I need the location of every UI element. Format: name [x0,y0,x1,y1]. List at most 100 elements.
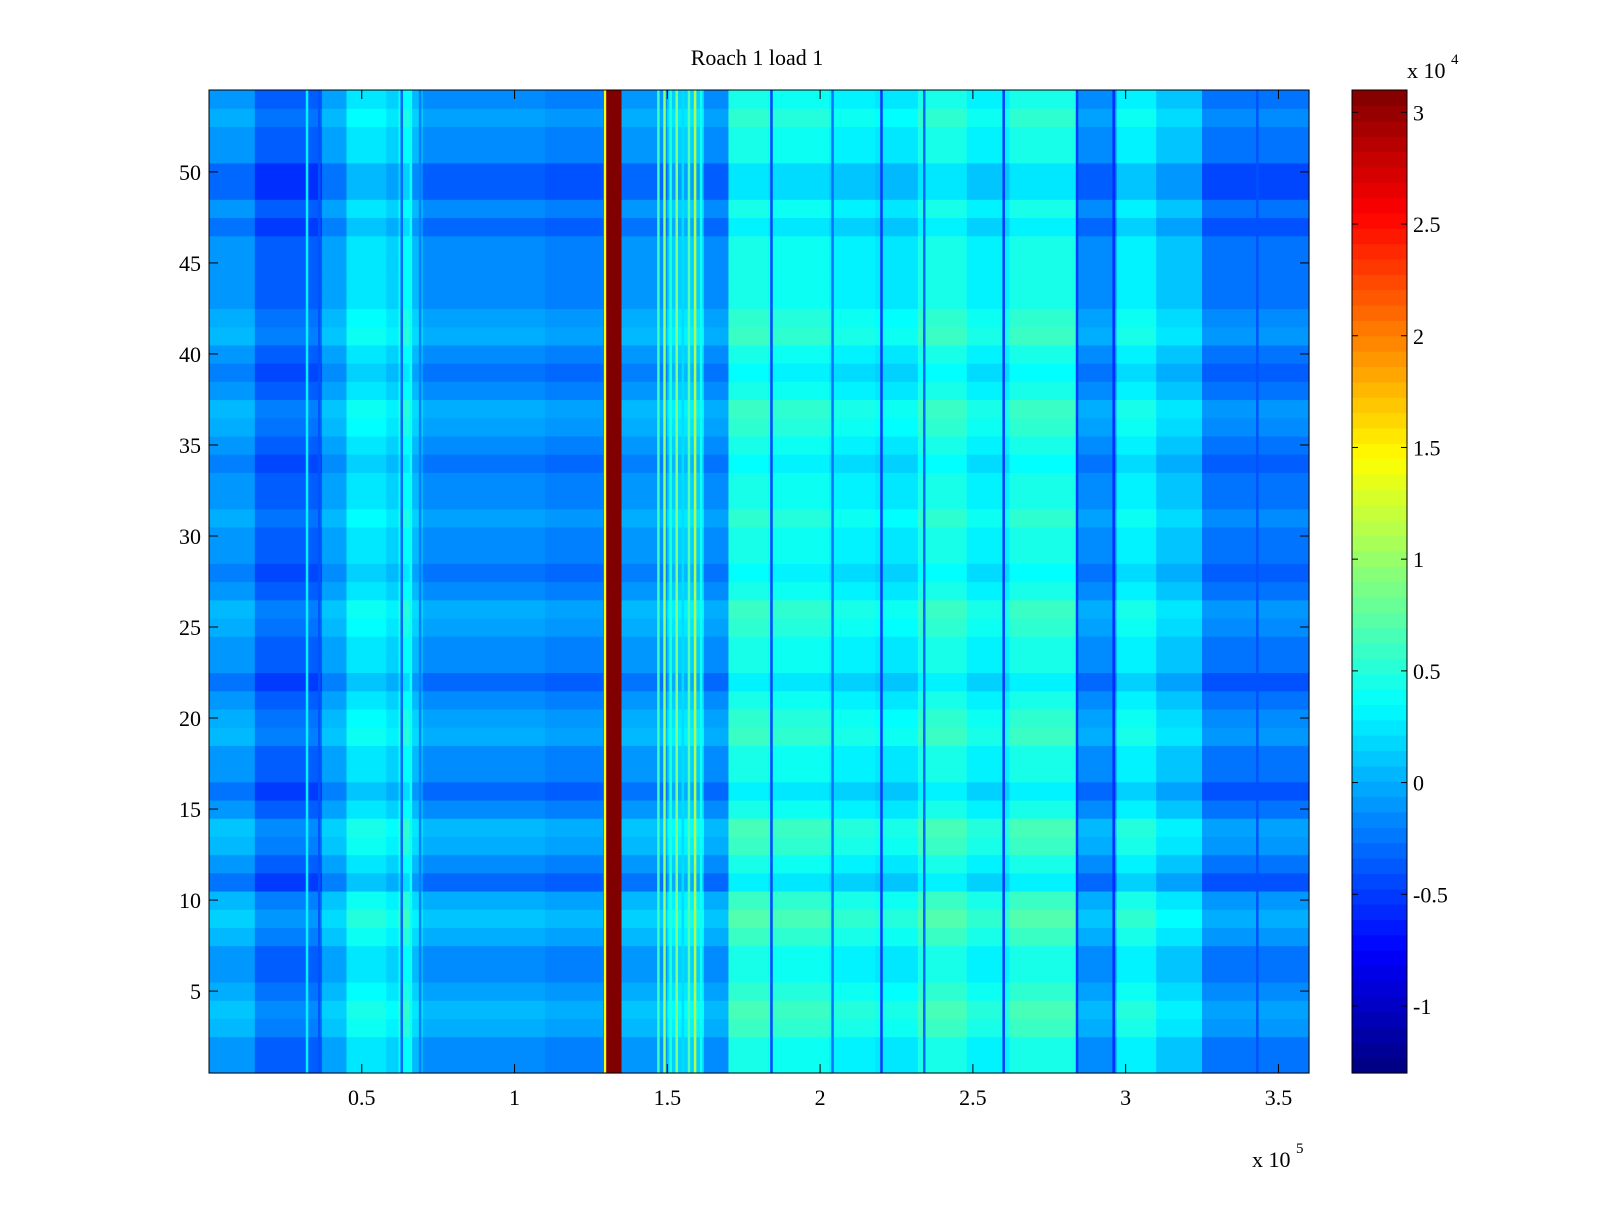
heatmap-cell [386,927,400,947]
heatmap-cell [254,435,323,455]
heatmap-cell [1202,344,1310,364]
heatmap-cell [1009,181,1078,200]
heatmap-cell [875,890,919,910]
heatmap-cell [875,581,919,601]
y-tick-label: 40 [179,342,201,367]
heatmap-cell [966,326,1011,346]
heatmap-cell [728,563,769,583]
heatmap-cell [875,872,919,892]
heatmap-cell [322,162,348,182]
heatmap-cell [829,381,876,401]
heatmap-cell [1076,253,1118,273]
heatmap-cell [1202,1000,1310,1019]
heatmap-cell [917,199,968,219]
heatmap-cell [1202,927,1310,947]
heatmap-cell [209,381,256,401]
heatmap-cell [1009,617,1078,637]
heatmap-cell [254,508,323,528]
heatmap-cell [917,727,968,746]
heatmap-cell [768,981,830,1001]
heatmap-cell [398,690,412,710]
heatmap-cell [603,818,623,837]
colorbar-step [1352,228,1407,245]
colorbar-step [1352,934,1407,951]
heatmap-cell [621,654,668,674]
heatmap-cell [545,745,604,765]
heatmap-cell [704,599,730,619]
heatmap-cell [667,90,705,109]
heatmap-cell [667,344,705,364]
heatmap-cell [728,490,769,510]
heatmap-cell [917,1054,968,1074]
heatmap-cell [386,290,400,310]
heatmap-cell [1116,690,1157,710]
heatmap-cell [621,235,668,255]
heatmap-cell [621,599,668,619]
colorbar-step [1352,781,1407,798]
heatmap-cell [398,399,412,419]
heatmap-cell [704,108,730,127]
heatmap-cell [917,636,968,655]
heatmap-cell [1076,636,1118,655]
heatmap-cell [728,836,769,856]
heatmap-cell [667,545,705,564]
heatmap-cell [398,363,412,382]
heatmap-cell [1076,890,1118,910]
heatmap-cell [728,199,769,219]
heatmap-cell [545,690,604,710]
heatmap-cell [1116,563,1157,583]
heatmap-cell [386,344,400,364]
heatmap-cell [1202,581,1310,601]
heatmap-cell [704,253,730,273]
heatmap-cell [1076,981,1118,1001]
heatmap-cell [1116,890,1157,910]
heatmap-cell [603,890,623,910]
heatmap-cell [209,454,256,473]
heatmap-cell [398,818,412,837]
heatmap-stripe [305,90,309,1073]
heatmap-cell [422,1000,546,1019]
heatmap-stripe [681,90,685,1073]
heatmap-cell [603,745,623,765]
heatmap-cell [704,472,730,492]
heatmap-cell [346,927,387,947]
heatmap-cell [398,162,412,182]
heatmap-cell [603,253,623,273]
heatmap-cell [322,636,348,655]
heatmap-cell [398,763,412,783]
heatmap-cell [545,490,604,510]
heatmap-cell [545,508,604,528]
heatmap-cell [603,927,623,947]
x-tick-label: 2.5 [959,1085,987,1110]
heatmap-cell [1009,745,1078,765]
heatmap-cell [917,253,968,273]
heatmap-cell [875,417,919,437]
heatmap-cell [410,126,424,146]
heatmap-cell [603,199,623,219]
heatmap-cell [829,1036,876,1056]
heatmap-cell [621,909,668,928]
heatmap-cell [875,490,919,510]
heatmap-cell [422,144,546,164]
heatmap-cell [422,290,546,310]
heatmap-cell [410,417,424,437]
heatmap-cell [398,1000,412,1019]
heatmap-stripe [603,90,607,1073]
heatmap-cell [1116,1054,1157,1074]
heatmap-cell [875,763,919,783]
heatmap-cell [1202,290,1310,310]
heatmap-cell [410,599,424,619]
heatmap-cell [322,181,348,200]
heatmap-cell [704,890,730,910]
heatmap-cell [667,181,705,200]
heatmap-cell [254,363,323,382]
heatmap-cell [209,399,256,419]
heatmap-cell [1009,435,1078,455]
heatmap-cell [322,290,348,310]
colorbar-tick-label: -1 [1413,994,1431,1019]
heatmap-cell [704,945,730,965]
heatmap-cell [1076,308,1118,328]
heatmap-cell [966,1000,1011,1019]
heatmap-cell [346,381,387,401]
heatmap-cell [667,1036,705,1056]
